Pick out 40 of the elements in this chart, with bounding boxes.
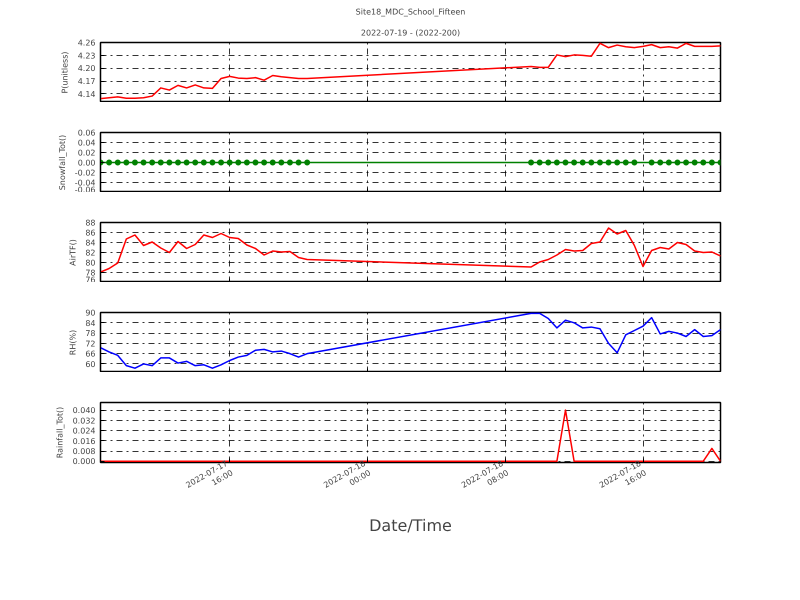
x-axis-title: Date/Time (369, 516, 452, 535)
y-tick-label: 82 (85, 248, 96, 258)
y-tick-label: -0.02 (74, 168, 96, 178)
y-tick-label: 0.016 (72, 436, 96, 446)
y-tick-label: -0.04 (74, 178, 96, 188)
y-tick-label: 0.040 (72, 406, 96, 416)
y-axis-title: P(unitless) (60, 51, 70, 94)
y-tick-label: 88 (85, 218, 96, 228)
y-tick-label: 78 (85, 329, 96, 338)
y-tick-label: 78 (85, 268, 96, 278)
y-tick-label: 60 (85, 360, 96, 369)
y-tick-label: 4.14 (78, 90, 96, 99)
y-tick-label: 0.06 (78, 128, 96, 138)
y-tick-label: 4.23 (78, 51, 96, 60)
y-axis-title: RH(%) (68, 330, 78, 356)
y-tick-label: 0.024 (72, 426, 96, 436)
y-axis-title: AirTF() (68, 239, 78, 266)
line-series (100, 227, 720, 273)
y-tick-label: 84 (85, 238, 96, 248)
y-tick-label: 0.00 (78, 158, 96, 168)
line-series (100, 42, 720, 100)
y-tick-label: 0.000 (72, 457, 96, 466)
y-tick-label: 86 (85, 228, 96, 238)
y-tick-label: 0.032 (72, 416, 96, 426)
y-axis-title: Rainfall_Tot() (56, 406, 65, 458)
y-axis-title: Snowfall_Tot() (58, 134, 67, 190)
y-tick-label: 72 (85, 339, 96, 348)
y-tick-label: 80 (85, 258, 96, 268)
y-tick-label: 4.17 (78, 77, 96, 86)
y-tick-label: 66 (85, 350, 96, 359)
y-tick-label: 90 (85, 308, 96, 318)
y-tick-label: 0.008 (72, 447, 96, 456)
y-tick-label: 84 (85, 318, 96, 328)
y-tick-label: 4.26 (78, 38, 96, 48)
y-tick-label: 4.20 (78, 64, 96, 74)
chart-subtitle: 2022-07-19 - (2022-200) (360, 28, 460, 38)
chart-title: Site18_MDC_School_Fifteen (356, 8, 466, 16)
line-series (100, 312, 720, 369)
y-tick-label: 0.02 (78, 148, 96, 158)
y-tick-label: 0.04 (78, 138, 96, 148)
